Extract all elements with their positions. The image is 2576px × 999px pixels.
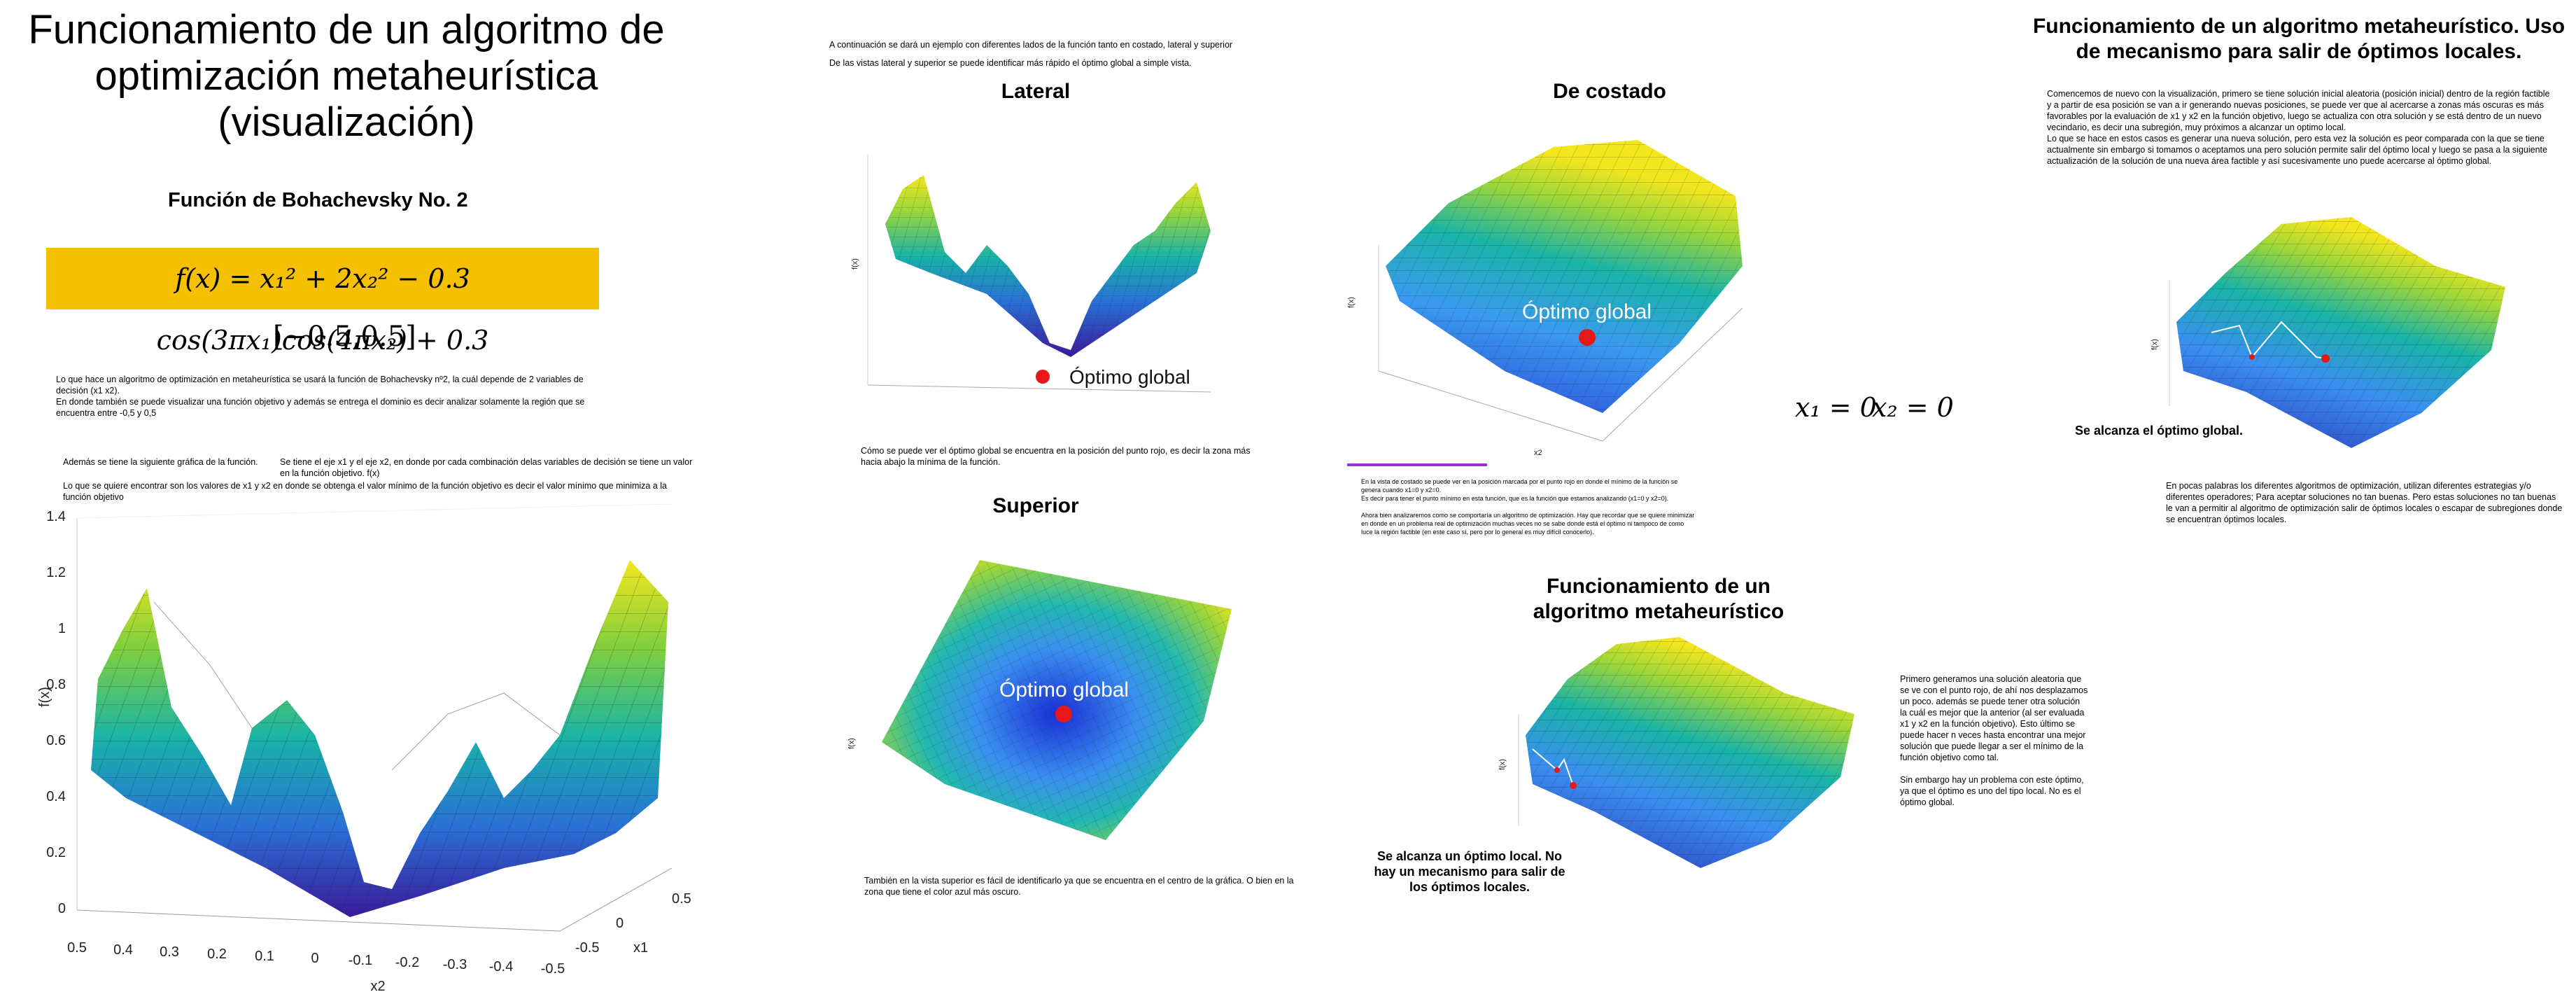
z-tick-3: 0.6 [46,733,66,748]
graph-intro: Además se tiene la siguiente gráfica de … [63,457,258,467]
costado-optimum-marker [1579,329,1596,346]
optimum-x1: x₁ = 0 [1795,392,1877,423]
svg-text:f(x): f(x) [847,738,856,749]
intro-line-2: En donde también se puede visualizar una… [56,397,585,418]
escape-step-marker [2249,354,2255,360]
costado-text: En la vista de costado se puede ver en l… [1361,477,1697,536]
z-tick-4: 0.8 [46,677,66,692]
algo-text-2: Sin embargo hay un problema con este ópt… [1900,775,2084,807]
x-tick-3: 0.2 [207,946,227,962]
y-tick-2: -0.5 [575,940,599,956]
intro-paragraph: Lo que hace un algoritmo de optimización… [56,374,588,419]
z-tick-6: 1.2 [46,565,66,580]
z-tick-5: 1 [58,621,66,636]
main-title: Funcionamiento de un algoritmo de optimi… [28,7,665,145]
intro-line-1: Lo que hace un algoritmo de optimización… [56,375,584,396]
superior-optimum-marker [1055,706,1072,722]
views-intro-2: De las vistas lateral y superior se pued… [829,58,1192,68]
lateral-optimum-label: Óptimo global [1069,366,1190,388]
svg-text:f(x): f(x) [851,258,859,270]
svg-text:f(x): f(x) [1347,297,1356,308]
optimum-x2: x₂ = 0 [1872,392,1954,423]
views-intro: A continuación se dará un ejemplo con di… [829,40,1233,50]
algo-text-1: Primero generamos una solución aleatoria… [1900,674,2088,762]
escape-text-1: Comencemos de nuevo con la visualización… [2047,89,2550,132]
x-tick-2: 0.3 [160,944,179,960]
lateral-caption: Cómo se puede ver el óptimo global se en… [861,446,1251,467]
superior-caption: También en la vista superior es fácil de… [864,876,1294,897]
algo-plot: f(x) [1498,637,1854,868]
x-tick-9: -0.4 [489,959,513,974]
global-optimum-caption: Se alcanza el óptimo global. [2075,424,2244,438]
z-tick-7: 1.4 [46,509,66,524]
y-axis-label: x1 [633,940,648,956]
algo-explanation: Primero generamos una solución aleatoria… [1900,673,2089,808]
z-axis-label: f(x) [37,687,52,707]
summary-text: En pocas palabras los diferentes algorit… [2166,481,2563,524]
superior-optimum-label: Óptimo global [999,678,1129,701]
x-tick-1: 0.4 [113,942,133,958]
costado-title: De costado [1553,80,1666,103]
main-surface-plot: 0 0.2 0.4 0.6 0.8 1 1.2 1.4 f(x) 0.5 0.4… [37,504,691,994]
lateral-title: Lateral [1001,80,1071,103]
step-marker [1554,767,1560,773]
lateral-plot: Óptimo global f(x) [851,154,1211,393]
superior-plot: Óptimo global f(x) [847,560,1232,840]
accent-underline [1347,463,1487,466]
global-optimum-marker [2321,354,2330,363]
x-tick-4: 0.1 [255,949,274,964]
svg-text:f(x): f(x) [2151,339,2159,350]
function-name: Función de Bohachevsky No. 2 [168,189,468,211]
costado-plot: Óptimo global f(x) x2 [1347,140,1743,457]
axes-explanation: Se tiene el eje x1 y el eje x2, en donde… [280,457,693,478]
local-optimum-marker [1570,782,1577,789]
costado-text-3: Ahora bien analizaremos como se comporta… [1361,512,1695,536]
escape-text-2: Lo que se hace en estos casos es generar… [2047,134,2547,166]
costado-text-2: Es decir para tener el punto mínimo en e… [1361,495,1669,502]
x-tick-10: -0.5 [541,961,565,977]
x-tick-5: 0 [311,951,318,966]
z-tick-2: 0.4 [46,789,66,804]
superior-title: Superior [992,494,1079,517]
escape-plot: f(x) [2151,217,2505,448]
escape-explanation: Comencemos de nuevo con la visualización… [2047,88,2551,167]
svg-text:f(x): f(x) [1498,759,1507,770]
x-tick-8: -0.3 [443,957,467,972]
costado-optimum-label: Óptimo global [1522,300,1652,323]
algo-title: Funcionamiento de un algoritmo metaheurí… [1533,575,1785,623]
x-tick-0: 0.5 [67,940,87,956]
x-tick-6: -0.1 [349,953,372,968]
domain-label: [−0.5,0.5] [273,321,416,353]
escape-title: Funcionamiento de un algoritmo metaheurí… [2032,15,2566,63]
y-tick-1: 0 [616,916,624,931]
costado-text-1: En la vista de costado se puede ver en l… [1361,478,1678,494]
formula-box: f(x) = x₁² + 2x₂² − 0.3 cos(3πx₁)cos(4πx… [46,248,599,356]
y-tick-0: 0.5 [672,891,691,907]
z-tick-0: 0 [58,901,66,916]
z-tick-1: 0.2 [46,845,66,860]
local-optimum-caption: Se alcanza un óptimo local. No hay un me… [1374,849,1565,894]
goal-explanation: Lo que se quiere encontrar son los valor… [63,481,667,502]
lateral-optimum-marker [1036,370,1050,384]
x-axis-label: x2 [370,979,385,994]
svg-text:x2: x2 [1534,449,1542,457]
x-tick-7: -0.2 [395,955,419,970]
